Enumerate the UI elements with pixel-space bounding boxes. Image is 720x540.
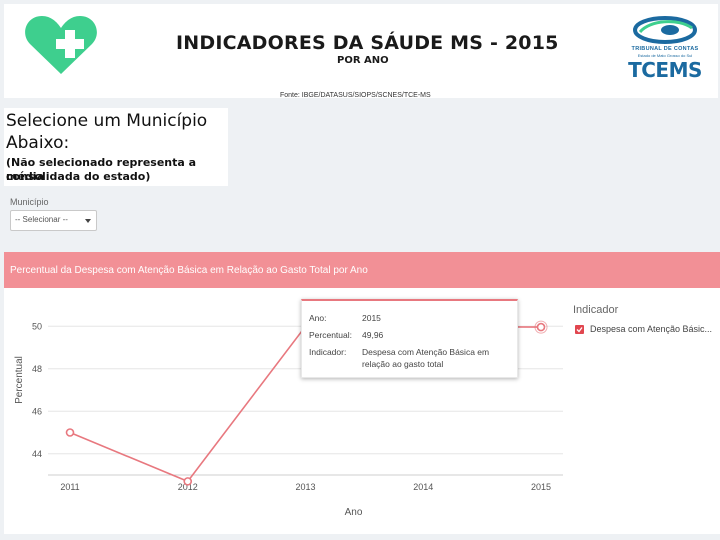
x-axis-title: Ano [345, 507, 363, 518]
y-tick-label: 48 [32, 364, 42, 374]
instruction-note-2: consolidada do estado) [6, 170, 151, 183]
x-tick-label: 2015 [531, 482, 551, 492]
municipality-instructions: Selecione um Município Abaixo: (Não sele… [4, 108, 228, 186]
tce-wordmark: TCEMS [628, 58, 702, 82]
y-axis-title: Percentual [14, 356, 25, 404]
tooltip-value-indicator-cont: relação ao gasto total [362, 359, 444, 369]
tooltip-label-year: Ano: [309, 313, 327, 323]
municipality-dropdown[interactable]: -- Selecionar -- [10, 210, 97, 231]
data-source: Fonte: IBGE/DATASUS/SIOPS/SCNES/TCE-MS [280, 92, 431, 99]
check-icon [576, 327, 583, 333]
tooltip-value-percent: 49,96 [362, 330, 384, 340]
tooltip-value-indicator: Despesa com Atenção Básica em [362, 347, 490, 357]
x-tick-label: 2012 [178, 482, 198, 492]
page-title: INDICADORES DA SÁUDE MS - 2015 [176, 32, 559, 54]
x-tick-label: 2014 [413, 482, 433, 492]
tce-emblem-icon [633, 16, 697, 44]
page-subtitle: POR ANO [337, 55, 389, 66]
heart-plus-icon [25, 16, 97, 74]
chart-header: Percentual da Despesa com Atenção Básica… [4, 252, 720, 288]
data-point [183, 477, 193, 486]
chart-tooltip: Ano: 2015 Percentual: 49,96 Indicador: D… [301, 299, 518, 378]
data-point [65, 428, 75, 437]
tce-caption-small: Estado de Mato Grosso do Sul [637, 53, 693, 58]
legend-checkbox[interactable] [575, 325, 584, 334]
legend-item-label[interactable]: Despesa com Atenção Básic... [590, 324, 713, 334]
x-tick-label: 2011 [60, 482, 79, 492]
municipality-label: Município [10, 197, 49, 207]
chevron-down-icon [85, 219, 91, 223]
y-tick-label: 46 [32, 406, 42, 416]
chart-title: Percentual da Despesa com Atenção Básica… [10, 265, 368, 276]
tooltip-value-year: 2015 [362, 313, 381, 323]
tce-caption: TRIBUNAL DE CONTAS [631, 46, 699, 52]
tce-logo: TRIBUNAL DE CONTAS Estado de Mato Grosso… [626, 16, 704, 82]
header-banner: INDICADORES DA SÁUDE MS - 2015 POR ANO F… [4, 4, 718, 99]
data-point [536, 322, 546, 332]
instruction-note-1: (Não selecionado representa a média [6, 156, 197, 183]
municipality-dropdown-value: -- Selecionar -- [15, 215, 68, 224]
y-tick-label: 44 [32, 449, 42, 459]
x-tick-label: 2013 [295, 482, 315, 492]
instruction-line-2: Abaixo: [6, 133, 70, 153]
instruction-line-1: Selecione um Município [6, 111, 208, 131]
tooltip-label-indicator: Indicador: [309, 347, 347, 357]
legend-title: Indicador [573, 304, 619, 316]
y-tick-label: 50 [32, 321, 42, 331]
tooltip-label-percent: Percentual: [309, 330, 352, 340]
data-point-highlight [534, 320, 548, 334]
